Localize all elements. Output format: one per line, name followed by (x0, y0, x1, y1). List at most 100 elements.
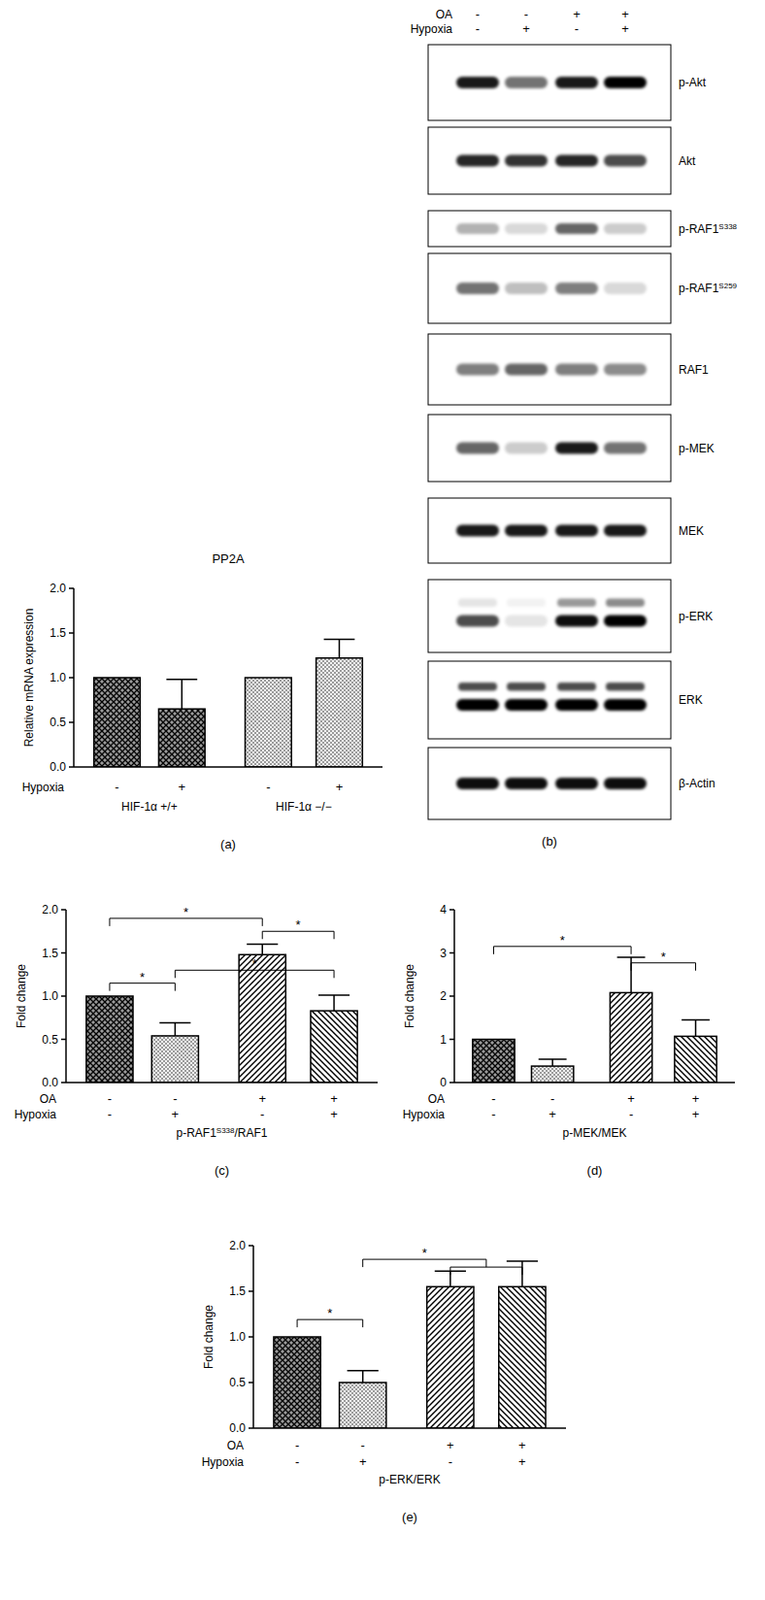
significance-bracket (363, 1259, 523, 1275)
label-part: p-RAF1 (678, 281, 720, 296)
band-upper (557, 598, 597, 607)
band-upper (458, 682, 498, 691)
y-tick-label: 1 (439, 1032, 447, 1047)
error-bar (347, 1370, 379, 1383)
label-part: /RAF1 (234, 1126, 268, 1140)
y-tick (68, 721, 74, 724)
band (504, 282, 548, 295)
significance-bracket (297, 1319, 364, 1328)
row-sign: + (359, 1454, 367, 1469)
row-sign: - (629, 1106, 633, 1122)
band (456, 364, 499, 376)
condition-label: OA (435, 7, 453, 22)
label-part: p-MEK/MEK (562, 1126, 627, 1140)
y-tick (61, 908, 67, 911)
band-upper (506, 682, 546, 691)
y-tick (248, 1381, 254, 1384)
band-upper (458, 598, 498, 607)
superscript: S259 (718, 281, 737, 291)
significance-label: * (560, 932, 566, 948)
condition-sign: - (475, 21, 480, 36)
panel-label: (d) (587, 1163, 603, 1178)
y-tick-label: 1.0 (229, 1330, 246, 1344)
y-tick (449, 1038, 455, 1041)
label-part: p-RAF1 (175, 1126, 217, 1140)
condition-sign: + (572, 6, 581, 22)
significance-bracket (109, 918, 263, 927)
y-tick (68, 676, 74, 679)
row-label: Hypoxia (22, 780, 66, 795)
x-axis-label: p-RAF1S338/RAF1 (175, 1126, 267, 1141)
y-tick (68, 631, 74, 634)
x-axis (454, 1081, 735, 1084)
bar (310, 1010, 358, 1083)
row-label: Hypoxia (402, 1107, 446, 1122)
band (456, 223, 499, 234)
row-sign: + (258, 1091, 267, 1106)
superscript: S338 (718, 221, 737, 231)
x-axis (73, 765, 383, 768)
y-tick (61, 1038, 67, 1041)
label-part: p-Akt (678, 75, 707, 90)
row-sign: + (178, 779, 187, 795)
title: PP2A (211, 551, 245, 566)
condition-sign: - (524, 6, 529, 22)
significance-label: * (327, 1305, 333, 1321)
band (504, 76, 548, 89)
superscript: S338 (216, 1126, 235, 1135)
y-tick-label: 0.0 (49, 760, 67, 774)
x-axis-label: p-MEK/MEK (562, 1126, 627, 1140)
blot-box (428, 747, 671, 820)
row-label: Hypoxia (14, 1107, 58, 1122)
condition-sign: - (475, 6, 480, 22)
row-sign: - (260, 1106, 265, 1122)
blot-label: p-Akt (678, 75, 707, 90)
y-tick (68, 765, 74, 768)
blot-box (428, 498, 671, 564)
panel-label: (a) (220, 836, 236, 852)
y-tick (248, 1335, 254, 1338)
band (555, 76, 599, 89)
bar (244, 677, 292, 767)
band (504, 223, 548, 234)
band (603, 525, 647, 537)
blot-label: ERK (678, 693, 703, 707)
bar (674, 1035, 717, 1083)
row-sign: - (361, 1437, 366, 1453)
band (504, 364, 548, 376)
blot-label: MEK (678, 524, 704, 538)
band (555, 223, 599, 234)
band (456, 698, 499, 711)
row-sign: - (295, 1437, 300, 1453)
x-axis (66, 1081, 378, 1084)
bar (86, 996, 134, 1083)
y-tick-label: 0.0 (229, 1421, 246, 1435)
blot-label: β-Actin (678, 776, 716, 791)
row-sign: + (692, 1106, 700, 1122)
y-tick-label: 0.5 (49, 715, 67, 730)
blot-label: p-ERK (678, 609, 713, 624)
blot-box (428, 333, 671, 405)
blot-label: RAF1 (678, 363, 709, 377)
band (603, 615, 647, 628)
row-sign: + (518, 1454, 527, 1469)
bar (316, 658, 364, 767)
bar (498, 1286, 546, 1429)
y-tick-label: 1.5 (229, 1284, 246, 1298)
row-sign: + (548, 1106, 557, 1122)
blot-box (428, 661, 671, 739)
y-tick (61, 995, 67, 998)
condition-sign: + (522, 21, 531, 36)
y-tick (449, 952, 455, 955)
blot-box (428, 253, 671, 324)
x-axis-label: p-ERK/ERK (378, 1472, 440, 1487)
label-part: Akt (678, 154, 697, 168)
error-bar (246, 944, 278, 956)
condition-sign: - (574, 21, 579, 36)
significance-label: * (661, 949, 666, 965)
plot-area (86, 944, 358, 1083)
blot-label: p-RAF1S259 (678, 281, 738, 297)
y-tick (449, 908, 455, 911)
y-tick-label: 2.0 (49, 581, 67, 596)
y-tick (68, 587, 74, 590)
